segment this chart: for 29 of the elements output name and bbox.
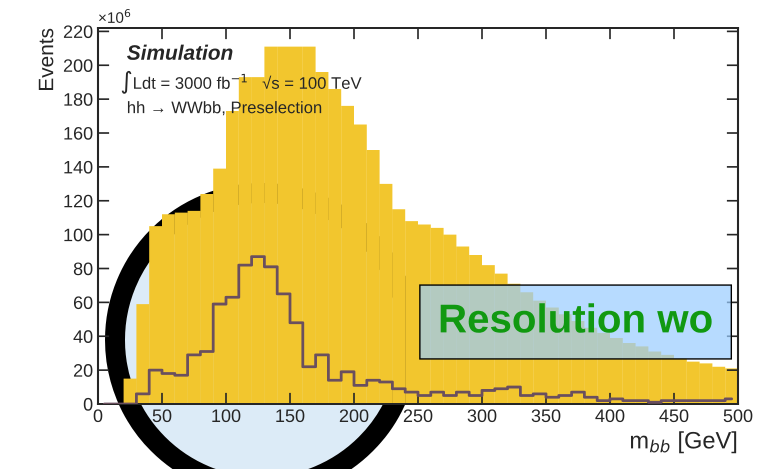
y-tick-label: 160 <box>64 126 92 140</box>
y-tick-label: 140 <box>64 160 92 174</box>
x-tick-label: 150 <box>276 409 304 422</box>
y-tick-label: 0 <box>84 398 92 411</box>
x-tick-label: 350 <box>532 409 560 422</box>
y-tick-label: 80 <box>74 262 92 276</box>
x-tick-label: 250 <box>404 409 432 422</box>
x-tick-label: 100 <box>212 409 240 422</box>
x-tick-label: 200 <box>340 409 368 422</box>
x-tick-label: 450 <box>659 409 688 422</box>
text: ∫Ldt = 3000 fb$^{−1}$ √s = 100 TeV <box>122 70 362 94</box>
x-tick-label: 400 <box>595 409 624 422</box>
y-tick-label: 60 <box>74 296 92 310</box>
annotation: Resolution wo <box>440 303 712 333</box>
y-tick-label: 20 <box>74 364 92 377</box>
y-tick-label: 40 <box>73 330 92 343</box>
x-tick-label: 50 <box>152 409 172 422</box>
x-axis-title: m$_{bb}$ [GeV] <box>630 431 736 454</box>
x-tick-label: 0 <box>94 409 102 422</box>
y-tick-label: 220 <box>64 25 92 38</box>
x-tick-label: 500 <box>724 409 752 422</box>
y-tick-label: 100 <box>64 228 92 242</box>
text: ×10$^{6}$ <box>99 9 130 23</box>
y-tick-label: 200 <box>64 59 92 72</box>
y-tick-label: 180 <box>64 93 92 106</box>
y-tick-label: 120 <box>64 194 92 208</box>
annotation: Simulation <box>127 44 232 60</box>
y-axis-title: Events <box>38 28 54 90</box>
x-tick-label: 300 <box>468 409 496 422</box>
